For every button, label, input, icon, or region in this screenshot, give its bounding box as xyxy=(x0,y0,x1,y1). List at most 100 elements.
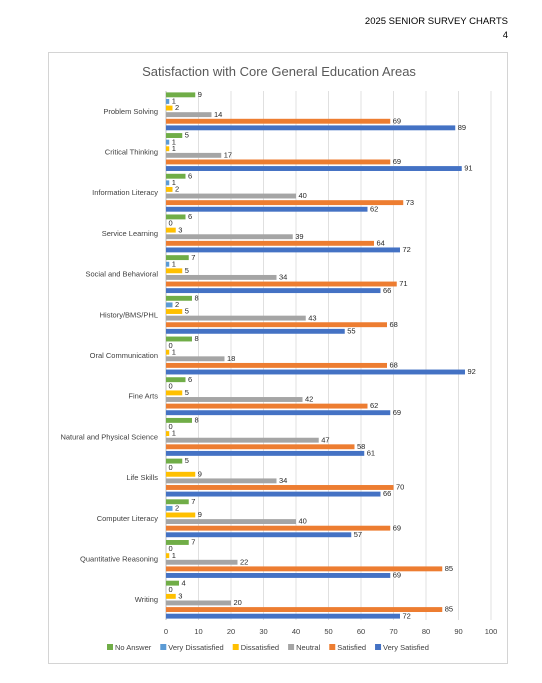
data-label: 3 xyxy=(178,592,182,601)
bar xyxy=(166,105,173,111)
bar xyxy=(166,471,196,477)
bar xyxy=(166,92,196,98)
bar xyxy=(166,125,456,131)
bar xyxy=(166,478,277,484)
bar xyxy=(166,499,189,505)
bar xyxy=(166,118,391,124)
data-label: 1 xyxy=(172,97,176,106)
data-label: 71 xyxy=(399,279,407,288)
data-label: 68 xyxy=(390,320,398,329)
bar xyxy=(166,607,443,613)
category-label: Social and Behavioral xyxy=(85,270,158,279)
document-header: 2025 SENIOR SURVEY CHARTS 4 xyxy=(365,15,508,43)
data-label: 69 xyxy=(393,571,401,580)
data-label: 22 xyxy=(240,557,248,566)
data-label: 57 xyxy=(354,530,362,539)
data-label: 1 xyxy=(172,144,176,153)
category-label: Natural and Physical Science xyxy=(60,432,158,441)
bar xyxy=(166,417,192,423)
bar xyxy=(166,566,443,572)
x-tick-label: 70 xyxy=(389,627,397,636)
legend-label: Satisfied xyxy=(337,643,366,652)
x-tick-label: 90 xyxy=(454,627,462,636)
category-label: Critical Thinking xyxy=(105,148,158,157)
data-label: 47 xyxy=(321,435,329,444)
category-label: Writing xyxy=(135,595,158,604)
x-tick-label: 10 xyxy=(194,627,202,636)
legend-swatch xyxy=(329,644,336,650)
data-label: 0 xyxy=(169,463,173,472)
data-label: 69 xyxy=(393,523,401,532)
data-label: 34 xyxy=(279,476,287,485)
bar xyxy=(166,112,212,118)
chart-container: Satisfaction with Core General Education… xyxy=(48,52,508,664)
data-label: 1 xyxy=(172,137,176,146)
data-label: 8 xyxy=(195,416,199,425)
data-label: 7 xyxy=(191,538,195,547)
legend-swatch xyxy=(375,644,382,650)
bar xyxy=(166,540,189,545)
bar xyxy=(166,274,277,280)
legend-swatch xyxy=(288,644,295,650)
data-label: 20 xyxy=(234,598,242,607)
data-label: 0 xyxy=(169,544,173,553)
bar xyxy=(166,152,222,158)
bar xyxy=(166,390,183,396)
data-label: 42 xyxy=(305,395,313,404)
data-label: 61 xyxy=(367,449,375,458)
data-label: 2 xyxy=(175,504,179,513)
data-label: 1 xyxy=(172,259,176,268)
page-number: 4 xyxy=(502,30,508,41)
data-label: 66 xyxy=(383,489,391,498)
legend-swatch xyxy=(160,644,167,650)
data-label: 72 xyxy=(403,245,411,254)
data-label: 69 xyxy=(393,116,401,125)
data-label: 8 xyxy=(195,334,199,343)
bar xyxy=(166,505,173,511)
data-label: 62 xyxy=(370,204,378,213)
data-label: 9 xyxy=(198,510,202,519)
category-label: Information Literacy xyxy=(92,188,158,197)
bar xyxy=(166,268,183,274)
data-label: 69 xyxy=(393,157,401,166)
bar xyxy=(166,322,387,328)
bar xyxy=(166,349,170,355)
data-label: 4 xyxy=(182,578,186,587)
bar xyxy=(166,397,303,402)
bar xyxy=(166,247,400,253)
data-label: 66 xyxy=(383,286,391,295)
bar-chart: Satisfaction with Core General Education… xyxy=(60,64,498,652)
bar xyxy=(166,377,186,383)
bar xyxy=(166,532,352,538)
bar xyxy=(166,458,183,464)
bar xyxy=(166,525,391,531)
bar xyxy=(166,206,368,212)
data-label: 1 xyxy=(172,429,176,438)
x-tick-label: 40 xyxy=(292,627,300,636)
data-label: 34 xyxy=(279,273,287,282)
x-tick-label: 100 xyxy=(485,627,498,636)
bar xyxy=(166,200,404,206)
category-label: Oral Communication xyxy=(90,351,158,360)
bar xyxy=(166,403,368,409)
data-label: 85 xyxy=(445,605,453,614)
bar xyxy=(166,133,183,138)
data-label: 5 xyxy=(185,266,189,275)
data-label: 2 xyxy=(175,300,179,309)
legend-label: Neutral xyxy=(296,643,321,652)
data-label: 0 xyxy=(169,341,173,350)
bar xyxy=(166,369,465,375)
category-label: Quantitative Reasoning xyxy=(80,554,158,563)
bar xyxy=(166,295,192,301)
legend-label: No Answer xyxy=(115,643,152,652)
data-label: 8 xyxy=(195,293,199,302)
legend-label: Dissatisfied xyxy=(241,643,279,652)
data-label: 43 xyxy=(308,313,316,322)
bar xyxy=(166,146,170,152)
bar xyxy=(166,255,189,261)
category-label: History/BMS/PHL xyxy=(100,310,158,319)
data-label: 39 xyxy=(295,232,303,241)
data-label: 7 xyxy=(191,253,195,262)
data-label: 64 xyxy=(377,238,385,247)
data-label: 91 xyxy=(464,164,472,173)
